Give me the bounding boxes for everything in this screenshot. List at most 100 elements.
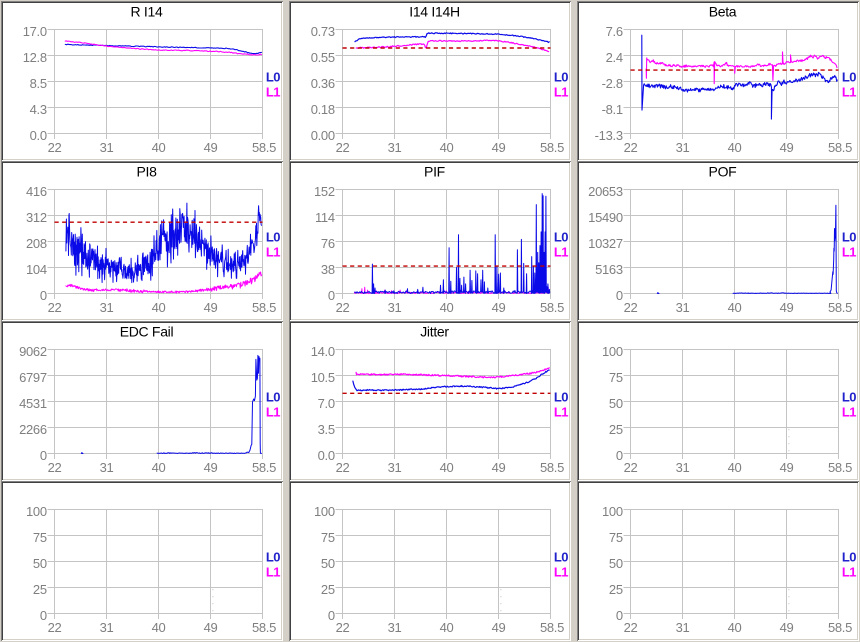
svg-text:58.5: 58.5 bbox=[540, 620, 564, 635]
svg-text:L0: L0 bbox=[266, 390, 280, 405]
svg-text:58.5: 58.5 bbox=[252, 460, 276, 475]
svg-text:152: 152 bbox=[314, 184, 335, 199]
svg-text:100: 100 bbox=[602, 344, 623, 359]
svg-text:49: 49 bbox=[492, 300, 506, 315]
svg-text:76: 76 bbox=[321, 236, 335, 251]
svg-text:Beta: Beta bbox=[709, 4, 737, 20]
svg-text:14.0: 14.0 bbox=[311, 344, 335, 359]
svg-text:49: 49 bbox=[204, 620, 218, 635]
svg-text:100: 100 bbox=[314, 504, 335, 519]
svg-text:L1: L1 bbox=[554, 85, 568, 100]
svg-text:49: 49 bbox=[492, 620, 506, 635]
svg-text:L0: L0 bbox=[266, 70, 280, 85]
svg-text:38: 38 bbox=[321, 262, 335, 277]
svg-text:20653: 20653 bbox=[588, 184, 623, 199]
svg-text:L1: L1 bbox=[266, 245, 280, 260]
svg-text:L0: L0 bbox=[554, 230, 568, 245]
svg-text:100: 100 bbox=[602, 504, 623, 519]
svg-text:-8.1: -8.1 bbox=[602, 102, 623, 117]
svg-text:10327: 10327 bbox=[588, 236, 623, 251]
svg-text:22: 22 bbox=[624, 460, 638, 475]
svg-text:49: 49 bbox=[492, 140, 506, 155]
svg-text:L1: L1 bbox=[554, 245, 568, 260]
svg-text:49: 49 bbox=[204, 460, 218, 475]
svg-text:L1: L1 bbox=[842, 245, 856, 260]
svg-text:49: 49 bbox=[780, 460, 794, 475]
svg-text:22: 22 bbox=[48, 140, 62, 155]
svg-text:L1: L1 bbox=[842, 565, 856, 580]
svg-text:0: 0 bbox=[616, 608, 623, 623]
svg-text:58.5: 58.5 bbox=[540, 460, 564, 475]
svg-text:40: 40 bbox=[152, 620, 166, 635]
svg-text:40: 40 bbox=[728, 460, 742, 475]
svg-text:0.0: 0.0 bbox=[30, 128, 47, 143]
svg-text:114: 114 bbox=[315, 210, 335, 225]
svg-text:22: 22 bbox=[624, 300, 638, 315]
svg-text:L1: L1 bbox=[554, 565, 568, 580]
svg-text:50: 50 bbox=[321, 556, 335, 571]
svg-text:22: 22 bbox=[336, 620, 350, 635]
svg-text:31: 31 bbox=[676, 460, 690, 475]
svg-text:L1: L1 bbox=[842, 405, 856, 420]
svg-text:40: 40 bbox=[152, 460, 166, 475]
svg-text:L1: L1 bbox=[842, 85, 856, 100]
svg-text:0: 0 bbox=[616, 448, 623, 463]
svg-text:312: 312 bbox=[26, 210, 47, 225]
svg-text:31: 31 bbox=[676, 620, 690, 635]
svg-text:4531: 4531 bbox=[19, 396, 47, 411]
svg-text:49: 49 bbox=[780, 140, 794, 155]
svg-text:L1: L1 bbox=[266, 405, 280, 420]
svg-text:31: 31 bbox=[388, 620, 402, 635]
svg-text:L0: L0 bbox=[842, 550, 856, 565]
svg-text:L0: L0 bbox=[842, 230, 856, 245]
svg-text:58.5: 58.5 bbox=[828, 300, 852, 315]
svg-text:17.0: 17.0 bbox=[23, 24, 47, 39]
svg-text:0.55: 0.55 bbox=[311, 50, 335, 65]
svg-text:L0: L0 bbox=[554, 550, 568, 565]
svg-text:L0: L0 bbox=[842, 70, 856, 85]
svg-text:L0: L0 bbox=[266, 550, 280, 565]
svg-text:0: 0 bbox=[328, 608, 335, 623]
svg-text:7.0: 7.0 bbox=[318, 396, 335, 411]
svg-text:3.5: 3.5 bbox=[318, 422, 335, 437]
svg-text:L1: L1 bbox=[266, 85, 280, 100]
svg-text:POF: POF bbox=[709, 164, 737, 180]
svg-text:49: 49 bbox=[204, 140, 218, 155]
svg-text:50: 50 bbox=[609, 556, 623, 571]
svg-text:25: 25 bbox=[609, 582, 623, 597]
svg-text:58.5: 58.5 bbox=[540, 140, 564, 155]
svg-text:31: 31 bbox=[100, 300, 114, 315]
svg-text:L1: L1 bbox=[266, 565, 280, 580]
svg-text:2.4: 2.4 bbox=[606, 50, 623, 65]
svg-text:31: 31 bbox=[676, 300, 690, 315]
svg-text:49: 49 bbox=[492, 460, 506, 475]
svg-text:EDC Fail: EDC Fail bbox=[120, 324, 174, 340]
svg-text:0.36: 0.36 bbox=[311, 76, 335, 91]
svg-text:L1: L1 bbox=[554, 405, 568, 420]
svg-text:40: 40 bbox=[440, 300, 454, 315]
svg-text:L0: L0 bbox=[266, 230, 280, 245]
svg-text:0.00: 0.00 bbox=[311, 128, 335, 143]
svg-text:-2.8: -2.8 bbox=[602, 76, 623, 91]
svg-text:40: 40 bbox=[440, 620, 454, 635]
svg-text:75: 75 bbox=[609, 530, 623, 545]
svg-text:12.8: 12.8 bbox=[23, 50, 47, 65]
svg-text:22: 22 bbox=[624, 620, 638, 635]
svg-text:40: 40 bbox=[440, 140, 454, 155]
svg-text:75: 75 bbox=[609, 370, 623, 385]
svg-text:22: 22 bbox=[48, 460, 62, 475]
svg-text:8.5: 8.5 bbox=[30, 76, 47, 91]
svg-text:40: 40 bbox=[152, 300, 166, 315]
svg-text:5163: 5163 bbox=[595, 262, 623, 277]
svg-text:0.18: 0.18 bbox=[311, 102, 335, 117]
svg-text:25: 25 bbox=[609, 422, 623, 437]
svg-text:4.3: 4.3 bbox=[30, 102, 47, 117]
svg-text:I14 I14H: I14 I14H bbox=[409, 4, 460, 20]
svg-text:40: 40 bbox=[440, 460, 454, 475]
svg-text:25: 25 bbox=[321, 582, 335, 597]
svg-text:L0: L0 bbox=[842, 390, 856, 405]
svg-text:0.0: 0.0 bbox=[318, 448, 335, 463]
svg-text:L0: L0 bbox=[554, 70, 568, 85]
svg-text:0: 0 bbox=[616, 288, 623, 303]
svg-text:PI8: PI8 bbox=[136, 164, 157, 180]
